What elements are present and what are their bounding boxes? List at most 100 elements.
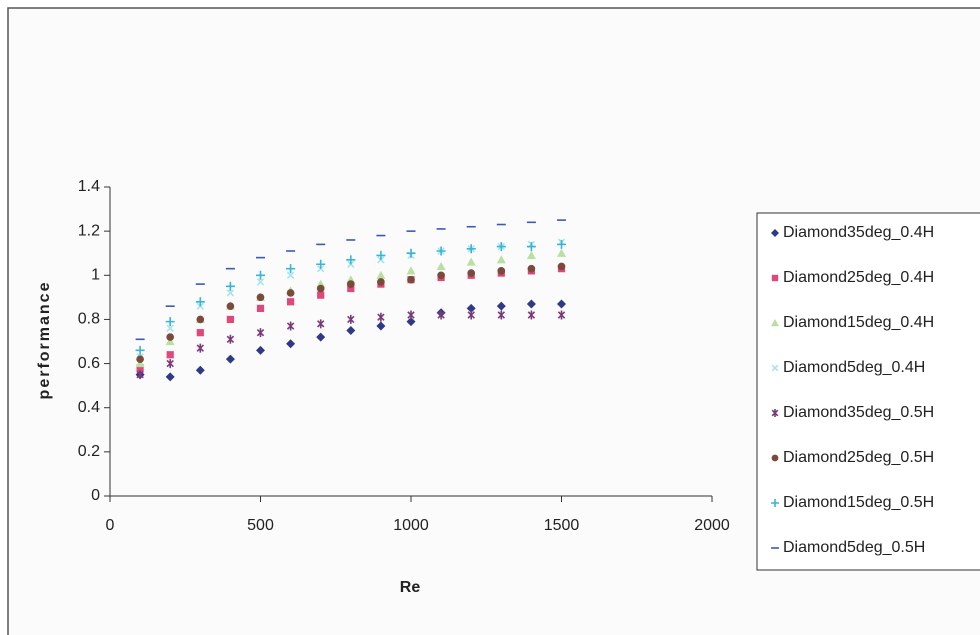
marker bbox=[407, 275, 415, 284]
x-tick-label: 1000 bbox=[393, 517, 429, 534]
legend-marker bbox=[771, 409, 779, 417]
marker bbox=[287, 298, 295, 306]
marker bbox=[226, 315, 234, 324]
marker bbox=[527, 310, 536, 320]
marker bbox=[196, 329, 204, 337]
marker bbox=[286, 321, 295, 331]
y-tick-label: 0.6 bbox=[78, 355, 100, 372]
y-tick-label: 0.4 bbox=[78, 399, 100, 416]
legend-label: Diamond15deg_0.4H bbox=[783, 314, 934, 331]
marker bbox=[376, 321, 386, 331]
marker bbox=[467, 310, 475, 320]
legend bbox=[756, 212, 980, 571]
marker bbox=[317, 291, 325, 299]
marker bbox=[316, 259, 326, 269]
marker bbox=[286, 339, 296, 349]
marker bbox=[226, 334, 235, 344]
marker bbox=[256, 293, 265, 302]
marker bbox=[225, 354, 235, 364]
marker bbox=[407, 310, 415, 320]
legend-marker bbox=[771, 319, 779, 327]
marker bbox=[195, 365, 205, 375]
marker bbox=[406, 317, 416, 327]
marker bbox=[166, 359, 174, 369]
x-tick-label: 1500 bbox=[544, 517, 580, 534]
marker bbox=[195, 297, 205, 307]
marker bbox=[436, 261, 446, 271]
y-tick-label: 1.4 bbox=[78, 178, 100, 195]
marker bbox=[526, 242, 536, 252]
marker bbox=[466, 244, 476, 254]
marker bbox=[165, 317, 175, 327]
legend-label: Diamond35deg_0.4H bbox=[783, 224, 934, 241]
marker bbox=[226, 289, 235, 297]
marker bbox=[286, 271, 295, 280]
legend-label: Diamond5deg_0.4H bbox=[783, 359, 925, 376]
marker bbox=[557, 248, 566, 257]
legend-marker bbox=[771, 274, 779, 282]
marker bbox=[466, 257, 476, 266]
marker bbox=[377, 312, 385, 322]
marker bbox=[347, 314, 355, 324]
marker bbox=[346, 280, 355, 288]
legend-label: Diamond35deg_0.5H bbox=[783, 404, 934, 421]
marker bbox=[135, 345, 145, 355]
x-tick-label: 2000 bbox=[694, 517, 730, 534]
marker bbox=[526, 250, 536, 260]
marker bbox=[166, 324, 174, 332]
marker bbox=[346, 325, 356, 335]
marker bbox=[316, 284, 325, 293]
marker bbox=[557, 262, 566, 271]
x-axis-label: Re bbox=[400, 579, 421, 596]
marker bbox=[136, 355, 144, 363]
marker bbox=[466, 303, 476, 313]
marker bbox=[256, 345, 265, 355]
marker bbox=[347, 284, 355, 293]
marker bbox=[165, 372, 175, 382]
y-tick-label: 0 bbox=[91, 487, 100, 504]
y-tick-label: 1 bbox=[91, 267, 100, 284]
marker bbox=[256, 328, 265, 338]
marker bbox=[166, 333, 175, 341]
marker bbox=[436, 246, 446, 256]
marker bbox=[316, 319, 325, 329]
legend-label: Diamond5deg_0.5H bbox=[783, 539, 925, 556]
marker bbox=[256, 304, 265, 312]
x-tick-label: 500 bbox=[247, 517, 274, 534]
marker bbox=[437, 310, 445, 320]
marker bbox=[256, 278, 265, 286]
marker bbox=[557, 299, 566, 309]
y-tick-label: 0.8 bbox=[78, 311, 100, 328]
marker bbox=[286, 289, 295, 297]
y-tick-label: 1.2 bbox=[78, 222, 100, 239]
marker bbox=[497, 267, 506, 275]
marker bbox=[136, 370, 144, 380]
legend-label: Diamond15deg_0.5H bbox=[783, 494, 934, 511]
marker bbox=[406, 248, 416, 258]
marker bbox=[527, 264, 536, 273]
legend-label: Diamond25deg_0.5H bbox=[783, 449, 934, 466]
marker bbox=[406, 266, 416, 275]
marker bbox=[377, 278, 385, 286]
marker bbox=[256, 270, 265, 280]
marker bbox=[496, 255, 506, 264]
marker bbox=[196, 343, 205, 353]
legend-marker bbox=[771, 499, 779, 507]
marker bbox=[135, 359, 145, 368]
marker bbox=[526, 299, 536, 309]
marker bbox=[557, 310, 566, 320]
marker bbox=[166, 351, 174, 359]
marker bbox=[376, 250, 386, 260]
marker bbox=[346, 255, 356, 265]
marker bbox=[437, 271, 445, 280]
legend-label: Diamond25deg_0.4H bbox=[783, 269, 934, 286]
marker bbox=[165, 337, 175, 346]
marker bbox=[496, 242, 506, 252]
marker bbox=[496, 301, 506, 311]
marker bbox=[316, 332, 326, 342]
marker bbox=[196, 315, 205, 324]
marker bbox=[376, 270, 386, 279]
marker bbox=[497, 310, 506, 320]
marker bbox=[286, 264, 296, 274]
